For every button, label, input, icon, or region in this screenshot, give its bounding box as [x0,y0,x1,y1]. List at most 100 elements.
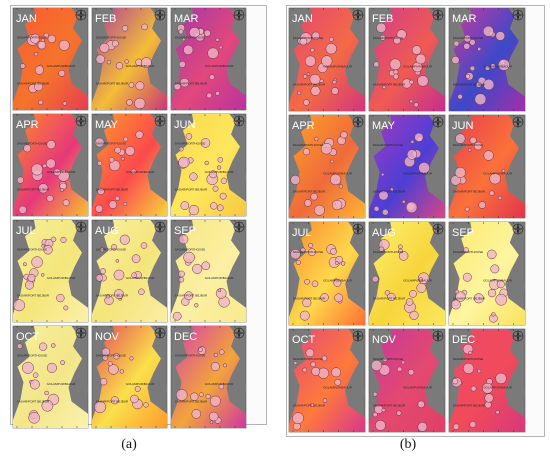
station-bubble [46,140,56,150]
station-bubble [212,185,219,192]
station-bubble [209,170,218,179]
station-bubble [135,130,144,139]
month-label: SEP [174,225,196,237]
station-bubble [397,366,403,372]
station-bubble [409,310,419,320]
station-bubble [371,359,383,372]
site-label: SAGAR/PORT BEJBUR [373,403,406,407]
station-bubble [338,184,343,189]
station-bubble [373,61,380,68]
station-bubble [215,91,220,96]
station-bubble [452,423,460,430]
station-bubble [109,159,121,172]
site-label: SAGAR/PORTHOUSE [17,354,47,358]
station-bubble [496,280,505,289]
station-bubble [381,408,386,413]
month-label: OCT [292,334,316,346]
compass-icon [512,223,524,235]
site-label: GOLAMPUR/BAIJUR [323,279,353,283]
station-bubble [173,82,182,91]
station-bubble [198,347,203,352]
month-label: AUG [95,225,119,237]
month-label: NOV [372,334,397,346]
site-label: SAGAR/PORT BEJBUR [373,82,406,86]
station-bubble [398,244,403,249]
water-field [92,326,167,428]
compass-icon [233,115,245,127]
station-bubble [307,248,316,257]
water-field [13,220,88,322]
site-label: GOLAMPUR/BAIJUR [126,382,156,386]
month-map-may: SAGAR/PORTHOUSE GOLAMPUR/BAIJUR SAGAR/PORT… [368,114,446,219]
station-bubble [334,261,339,265]
station-bubble [310,85,321,96]
land-patch [512,164,525,194]
station-bubble [97,160,103,166]
month-label: JAN [16,13,37,25]
panel-a-caption: (a) [121,437,137,452]
site-label: SAGAR/PORT BEJBUR [453,296,486,300]
station-bubble [105,294,110,299]
station-bubble [310,402,315,408]
station-bubble [108,364,119,375]
land-patch [76,374,88,404]
station-bubble [484,65,491,71]
station-bubble [34,82,44,92]
site-label: GOLAMPUR/BAIJUR [483,172,513,176]
station-bubble [30,33,41,44]
station-bubble [464,206,470,212]
station-bubble [495,31,506,41]
station-bubble [183,44,194,55]
station-bubble [99,247,105,253]
month-label: DEC [452,334,475,346]
station-bubble [34,52,39,57]
station-bubble [99,268,107,275]
station-bubble [56,293,65,303]
land-patch [76,162,88,192]
station-bubble [299,37,308,46]
station-bubble [302,298,312,308]
land-patch [432,378,446,408]
station-bubble [331,87,339,95]
station-bubble [457,94,463,100]
station-bubble [451,299,461,310]
compass-icon [352,9,364,21]
station-bubble [178,60,186,68]
panel-b-maps: SAGAR/PORTHOUSE GOLAMPUR/BAIJUR SAGAR/PORT… [288,7,526,433]
station-bubble [389,58,402,71]
station-bubble [453,40,460,47]
site-label: GOLAMPUR/BAIJUR [126,64,156,68]
month-label: JUL [292,227,312,239]
station-bubble [18,205,27,214]
month-map-mar: SAGAR/PORTHOUSE GOLAMPUR/BAIJUR SAGAR/PORT… [448,7,526,112]
station-bubble [113,269,125,281]
station-bubble [217,288,222,293]
station-bubble [417,400,425,408]
month-map-apr: SAGAR/PORTHOUSE GOLAMPUR/BAIJUR SAGAR/PORT… [288,114,366,219]
station-bubble [28,412,40,424]
station-bubble [60,236,67,243]
compass-icon [154,9,166,21]
station-bubble [194,303,199,308]
station-bubble [416,282,427,293]
month-label: MAR [452,13,477,25]
site-label: SAGAR/PORT BEJBUR [175,400,208,404]
station-bubble [302,367,308,373]
station-bubble [178,29,184,35]
station-bubble [482,382,493,394]
water-field [449,115,525,218]
station-bubble [37,40,47,50]
station-bubble [300,247,306,253]
station-bubble [308,242,314,248]
station-bubble [290,174,301,185]
month-map-dec: SAGAR/PORTHOUSE GOLAMPUR/BAIJUR SAGAR/PORT… [170,325,247,429]
month-map-jul: SAGAR/PORTHOUSE GOLAMPUR/BAIJUR SAGAR/PORT… [12,219,89,323]
site-label: SAGAR/PORTHOUSE [453,357,483,361]
station-bubble [29,379,40,390]
site-label: SAGAR/PORTHOUSE [175,248,205,252]
station-bubble [455,133,466,144]
site-label: SAGAR/PORTHOUSE [96,248,126,252]
station-bubble [382,357,388,362]
month-map-jan: SAGAR/PORTHOUSE GOLAMPUR/BAIJUR SAGAR/PORT… [12,7,89,111]
